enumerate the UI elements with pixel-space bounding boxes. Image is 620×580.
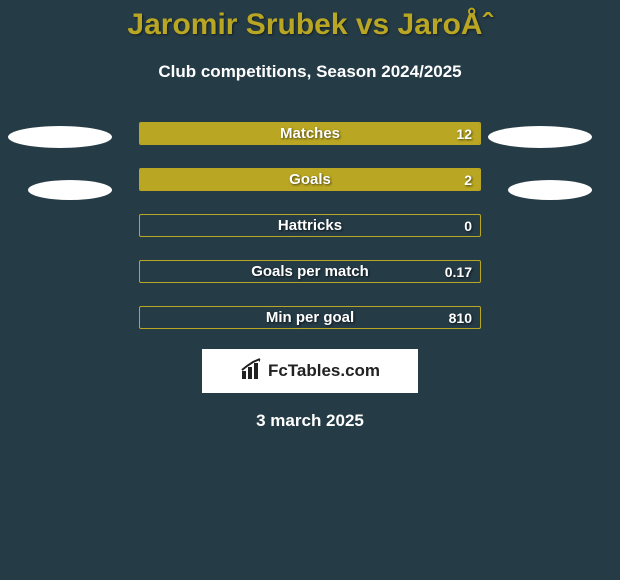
brand-text: FcTables.com xyxy=(268,361,380,381)
stat-label: Matches xyxy=(140,123,480,144)
brand-box: FcTables.com xyxy=(202,349,418,393)
decor-ellipse xyxy=(508,180,592,200)
stat-row: Hattricks0 xyxy=(0,214,620,237)
stat-bar: Matches12 xyxy=(139,122,481,145)
decor-ellipse xyxy=(8,126,112,148)
date-label: 3 march 2025 xyxy=(0,411,620,431)
stat-rows: Matches12 Goals2 Hattricks0 Goals per match… xyxy=(0,122,620,329)
stat-value: 2 xyxy=(464,169,472,190)
stat-bar: Hattricks0 xyxy=(139,214,481,237)
decor-ellipse xyxy=(28,180,112,200)
stat-value: 810 xyxy=(449,307,472,328)
stat-bar: Goals2 xyxy=(139,168,481,191)
stat-value: 0.17 xyxy=(445,261,472,282)
stat-value: 0 xyxy=(464,215,472,236)
page-title: Jaromir Srubek vs JaroÅˆ xyxy=(0,0,620,42)
stat-label: Hattricks xyxy=(140,215,480,236)
stat-value: 12 xyxy=(456,123,472,144)
stat-bar: Goals per match0.17 xyxy=(139,260,481,283)
subtitle: Club competitions, Season 2024/2025 xyxy=(0,62,620,82)
stat-bar: Min per goal810 xyxy=(139,306,481,329)
stat-row: Min per goal810 xyxy=(0,306,620,329)
stat-label: Min per goal xyxy=(140,307,480,328)
stat-label: Goals per match xyxy=(140,261,480,282)
stat-row: Goals per match0.17 xyxy=(0,260,620,283)
barchart-icon xyxy=(240,357,264,386)
decor-ellipse xyxy=(488,126,592,148)
stat-label: Goals xyxy=(140,169,480,190)
